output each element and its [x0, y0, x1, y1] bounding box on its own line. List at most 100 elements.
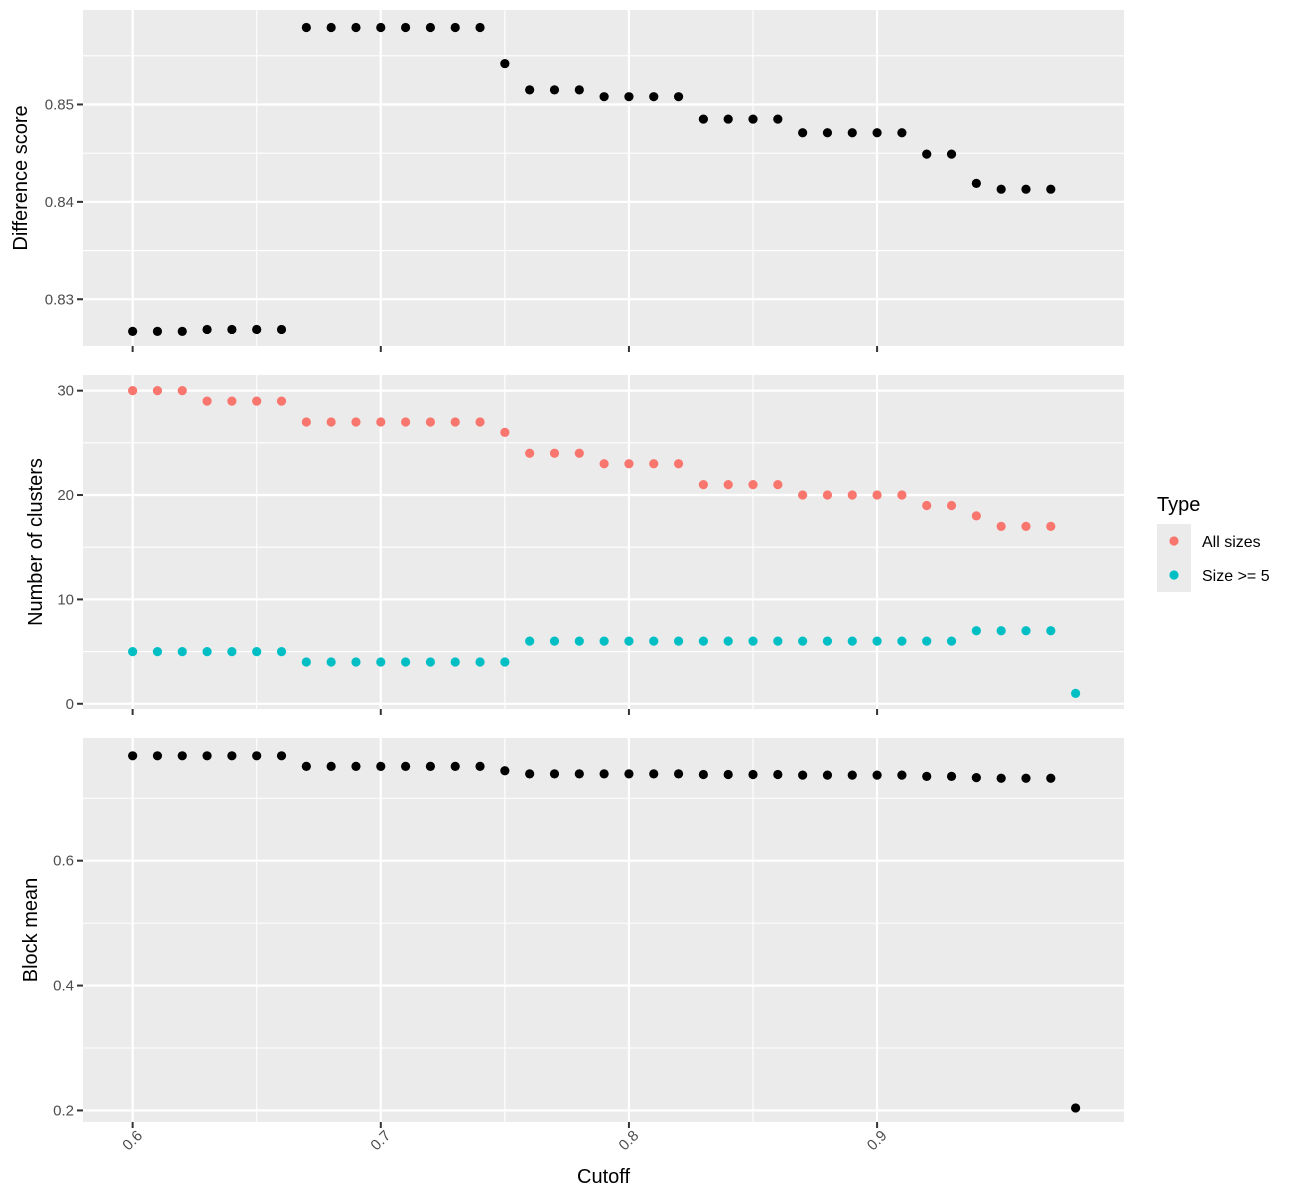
data-point: [500, 427, 510, 438]
data-point: [500, 766, 510, 776]
data-point: [922, 636, 932, 646]
data-point: [822, 636, 833, 646]
y-tick-label: 0.85: [45, 96, 74, 113]
data-point: [1071, 1103, 1081, 1113]
data-point: [649, 636, 659, 646]
data-point: [946, 149, 957, 159]
data-point: [1021, 626, 1031, 636]
data-point: [946, 771, 957, 782]
data-point: [971, 511, 981, 521]
data-point: [773, 114, 783, 124]
data-point: [152, 326, 163, 336]
data-point: [897, 490, 907, 500]
series-all-sizes: [128, 386, 1056, 531]
data-point: [996, 521, 1006, 531]
data-point: [227, 751, 237, 761]
data-point: [475, 761, 485, 772]
data-point: [400, 22, 411, 33]
data-point: [574, 85, 584, 95]
data-point: [128, 326, 138, 336]
data-point: [152, 386, 163, 396]
data-point: [252, 751, 262, 761]
data-point: [500, 657, 510, 667]
y-tick-label: 30: [57, 383, 74, 400]
data-point: [599, 636, 609, 646]
x-axis-title: Cutoff: [577, 1166, 630, 1188]
data-point: [1021, 773, 1031, 783]
data-point: [177, 386, 187, 396]
panels: 0.83 0.84 0.85 Difference score 0 10 20 30 Numbe…: [10, 10, 1124, 1154]
data-point: [574, 636, 584, 646]
data-point: [475, 417, 485, 427]
data-point: [872, 770, 882, 780]
data-point: [425, 761, 436, 772]
data-point: [723, 769, 733, 780]
data-point: [475, 22, 485, 33]
data-point: [252, 646, 262, 657]
data-point: [624, 459, 634, 469]
data-point: [1046, 184, 1056, 194]
data-point: [301, 761, 311, 772]
data-point: [276, 751, 287, 761]
series-1: [128, 751, 1081, 1113]
legend-marker: [1169, 536, 1179, 546]
y-tick-label: 10: [57, 591, 74, 608]
data-point: [202, 396, 212, 406]
data-point: [128, 646, 138, 657]
data-point: [971, 178, 981, 188]
data-point: [574, 769, 584, 779]
data-point: [152, 751, 163, 761]
data-point: [897, 128, 907, 138]
data-point: [400, 417, 411, 427]
y-tick-label: 0.83: [45, 291, 74, 308]
data-point: [649, 459, 659, 469]
data-point: [673, 459, 684, 469]
data-point: [177, 646, 187, 657]
data-point: [400, 657, 411, 667]
data-point: [673, 92, 684, 102]
x-tick-labels: 0.6 0.7 0.8 0.9: [119, 1127, 890, 1154]
data-point: [698, 479, 708, 490]
data-point: [301, 22, 311, 33]
data-point: [1071, 688, 1081, 698]
data-point: [252, 396, 262, 406]
data-point: [227, 396, 237, 406]
data-point: [425, 22, 436, 33]
x-tick-label: 0.6: [119, 1127, 146, 1154]
panel-2: 0 10 20 30 Number of clusters: [25, 375, 1124, 715]
data-point: [922, 149, 932, 159]
data-point: [748, 114, 758, 124]
legend-items: All sizes Size >= 5: [1157, 524, 1270, 592]
data-point: [549, 448, 560, 458]
data-point: [971, 773, 981, 783]
data-point: [773, 769, 783, 780]
x-tick-label: 0.9: [864, 1127, 891, 1154]
data-point: [425, 657, 436, 667]
data-point: [673, 769, 684, 779]
data-point: [128, 386, 138, 396]
data-point: [549, 769, 560, 779]
data-point: [152, 646, 163, 657]
data-point: [326, 417, 336, 427]
data-point: [574, 448, 584, 458]
data-point: [1021, 184, 1031, 194]
data-point: [872, 128, 882, 138]
y-axis-title: Difference score: [10, 105, 32, 250]
data-point: [698, 769, 708, 780]
data-point: [376, 417, 386, 427]
data-point: [549, 636, 560, 646]
panel-background: [83, 375, 1124, 709]
data-point: [822, 128, 833, 138]
panel-3: 0.2 0.4 0.6 Block mean: [20, 738, 1124, 1128]
data-point: [773, 479, 783, 490]
data-point: [450, 22, 460, 33]
panel-background: [83, 738, 1124, 1122]
panel-1: 0.83 0.84 0.85 Difference score: [10, 10, 1124, 352]
data-point: [351, 761, 361, 772]
data-point: [798, 636, 808, 646]
data-point: [276, 646, 287, 657]
data-point: [301, 417, 311, 427]
x-tick-label: 0.7: [367, 1127, 394, 1154]
data-point: [922, 500, 932, 511]
